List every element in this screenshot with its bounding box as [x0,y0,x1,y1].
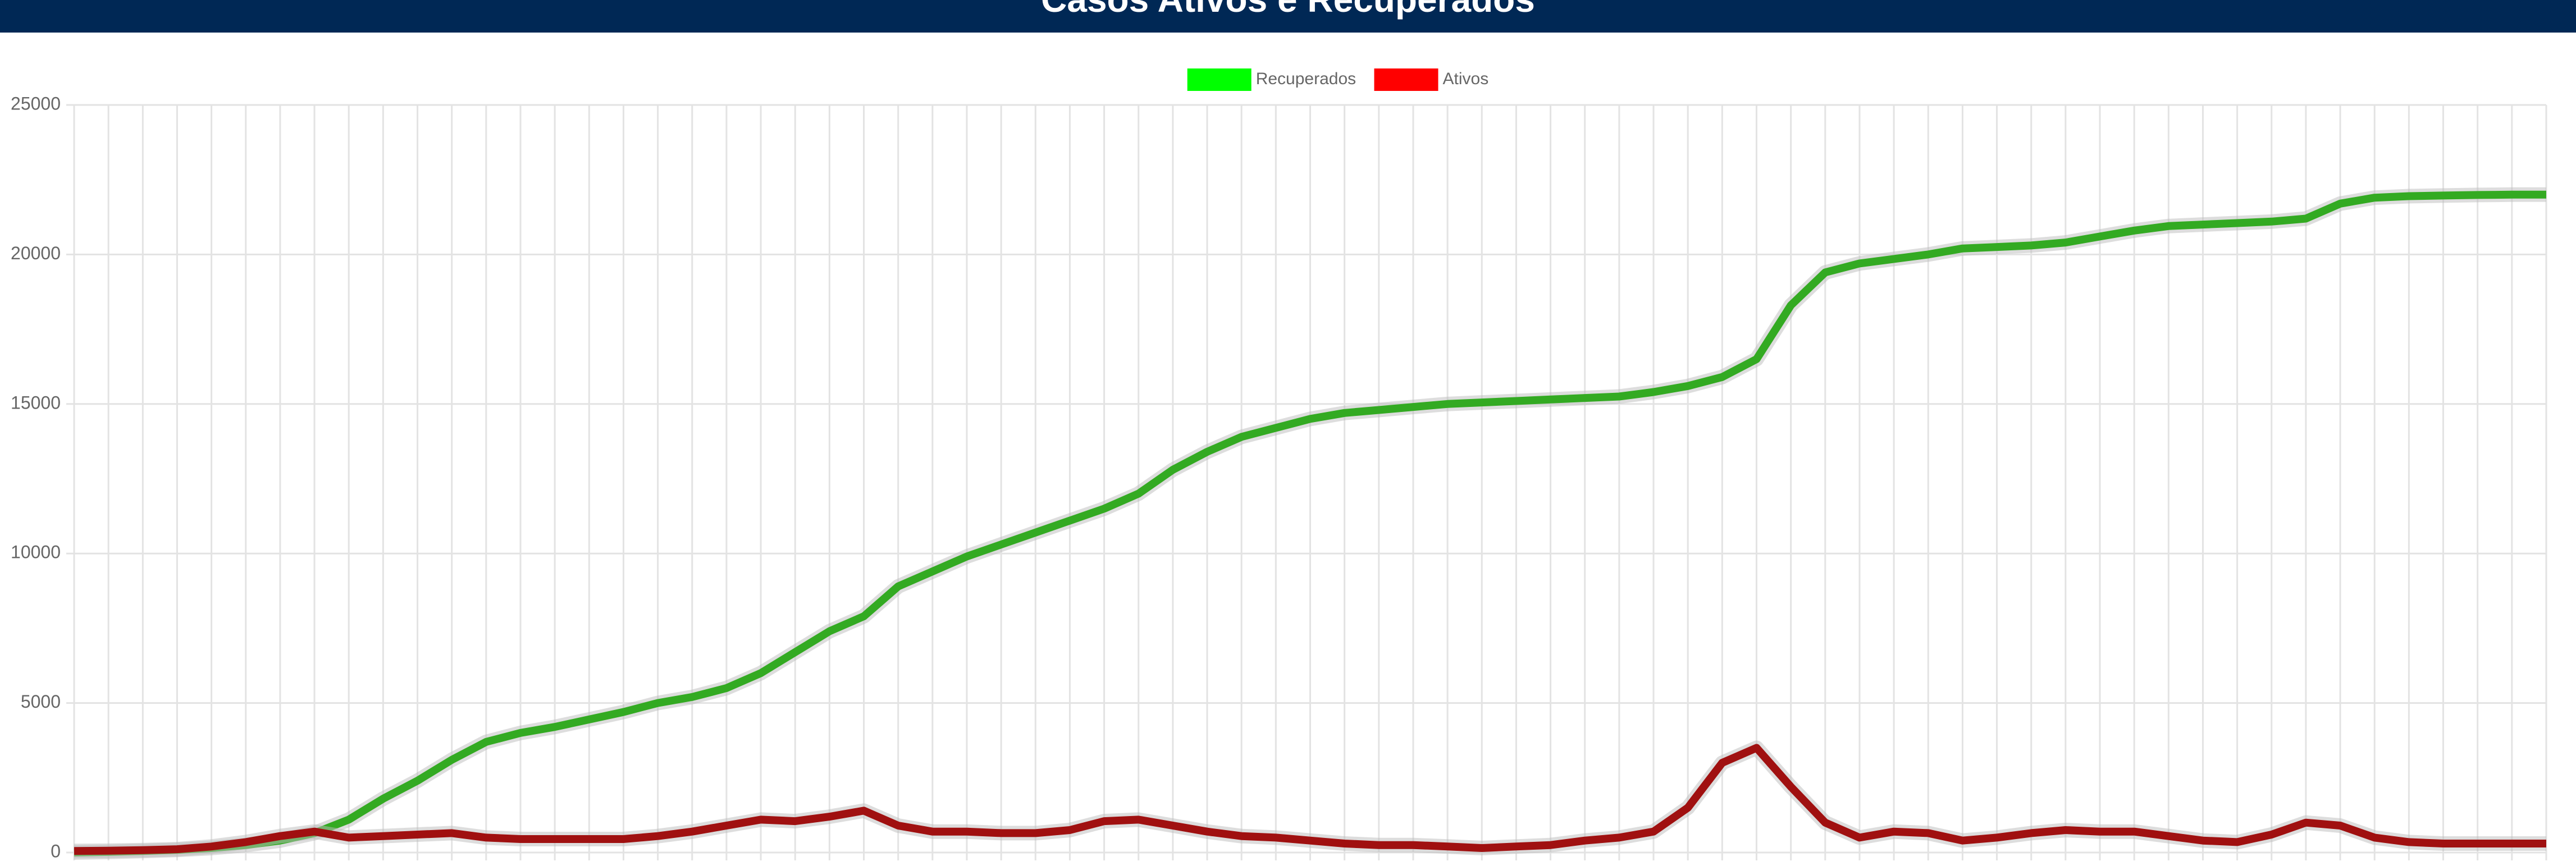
chart-title: Casos Ativos e Recuperados [1041,0,1535,20]
y-tick-label: 25000 [11,93,61,113]
plot [74,187,2546,860]
y-tick-label: 0 [51,841,61,861]
legend-swatch [1374,68,1438,91]
series-line [74,744,2546,855]
y-tick-label: 20000 [11,243,61,263]
legend: Recuperados Ativos [1187,68,1489,91]
y-tick-label: 15000 [11,392,61,413]
legend-label: Recuperados [1256,70,1356,88]
legend-swatch [1187,68,1252,91]
header-bar [0,0,2576,33]
series-line [74,190,2546,856]
grid: 0 5000 10000 15000 20000 25000 [11,93,2547,861]
y-tick-label: 10000 [11,542,61,562]
y-tick-label: 5000 [21,691,61,712]
legend-label: Ativos [1443,70,1489,88]
